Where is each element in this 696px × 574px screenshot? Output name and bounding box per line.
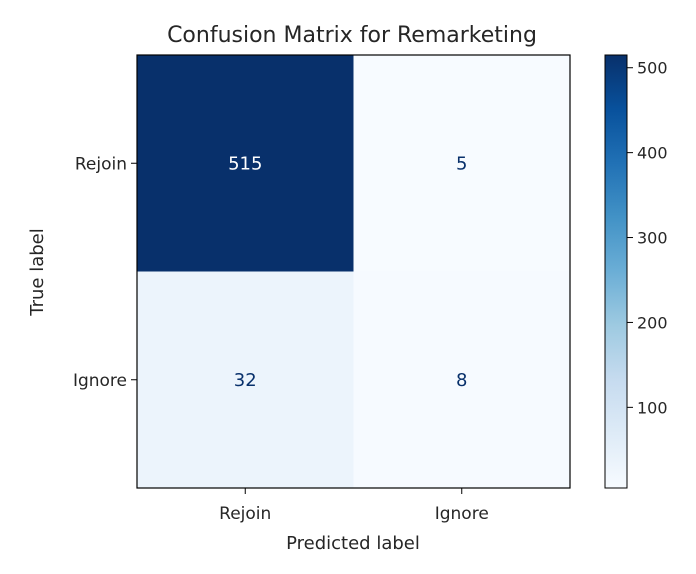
cell-value-label: 5: [456, 153, 467, 174]
heatmap-cell: [137, 55, 354, 272]
colorbar-tick-label: 500: [637, 59, 668, 78]
cell-value-labels: 515 5 32 8: [228, 153, 467, 391]
cell-value-label: 32: [234, 370, 257, 391]
colorbar-tick-label: 400: [637, 144, 668, 163]
x-axis-label: Predicted label: [286, 533, 420, 554]
cell-value-label: 515: [228, 153, 262, 174]
cell-value-label: 8: [456, 370, 467, 391]
y-axis-label: True label: [27, 228, 48, 317]
colorbar-tick-label: 300: [637, 229, 668, 248]
x-tick-label: Rejoin: [219, 504, 271, 524]
heatmap-cell: [353, 55, 571, 272]
plot-frame: [136, 54, 571, 489]
colorbar-tick-label: 100: [637, 398, 668, 417]
x-tick-label: Ignore: [435, 504, 489, 524]
heatmap-cell: [353, 271, 571, 489]
y-axis-ticks: Rejoin Ignore: [73, 154, 137, 391]
heatmap-cells: [137, 55, 571, 489]
heatmap-cell: [137, 271, 354, 489]
y-tick-label: Rejoin: [75, 154, 127, 174]
chart-title: Confusion Matrix for Remarketing: [167, 23, 537, 48]
colorbar-tick-label: 200: [637, 313, 668, 332]
colorbar-ticks: 100 200 300 400 500: [627, 59, 668, 417]
colorbar: [604, 54, 628, 489]
x-axis-ticks: Rejoin Ignore: [219, 488, 489, 524]
y-tick-label: Ignore: [73, 371, 127, 391]
